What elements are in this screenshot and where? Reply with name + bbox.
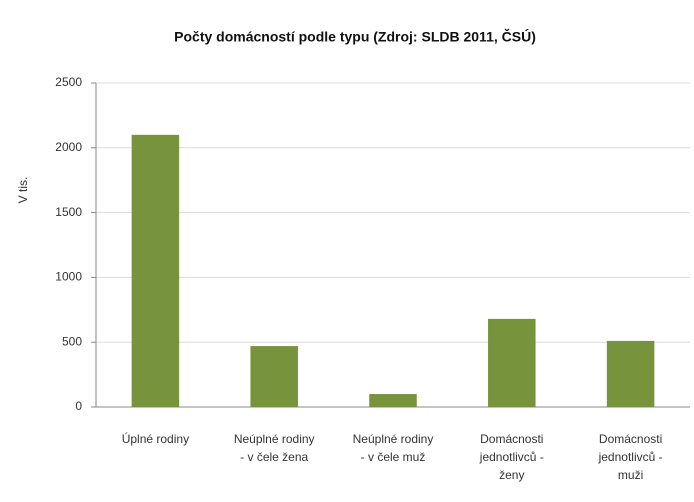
y-tick-label: 2000 — [55, 140, 82, 154]
bar — [606, 340, 655, 407]
x-tick-label: - v čele muž — [361, 450, 426, 464]
bar — [369, 394, 417, 407]
x-tick-label: muži — [618, 468, 643, 482]
y-tick-label: 1000 — [55, 270, 82, 284]
x-tick-label: - v čele žena — [240, 450, 308, 464]
y-axis-label: V tis. — [16, 177, 30, 204]
y-tick-label: 2500 — [55, 75, 82, 89]
y-tick-label: 1500 — [55, 205, 82, 219]
bar — [488, 318, 536, 407]
x-tick-label: Úplné rodiny — [122, 431, 189, 446]
y-tick-label: 0 — [75, 399, 82, 413]
x-tick-label: jednotlivců - — [598, 450, 663, 464]
x-tick-label: ženy — [499, 468, 524, 482]
x-tick-label: Domácnosti — [480, 432, 543, 446]
bar — [250, 346, 298, 407]
bar — [131, 134, 180, 407]
chart-title: Počty domácností podle typu (Zdroj: SLDB… — [174, 28, 536, 45]
x-tick-label: Neúplné rodiny — [353, 432, 434, 446]
y-tick-label: 500 — [62, 334, 82, 348]
x-tick-label: Neúplné rodiny — [234, 432, 315, 446]
x-tick-label: Domácnosti — [599, 432, 662, 446]
x-tick-label: jednotlivců - — [479, 450, 544, 464]
